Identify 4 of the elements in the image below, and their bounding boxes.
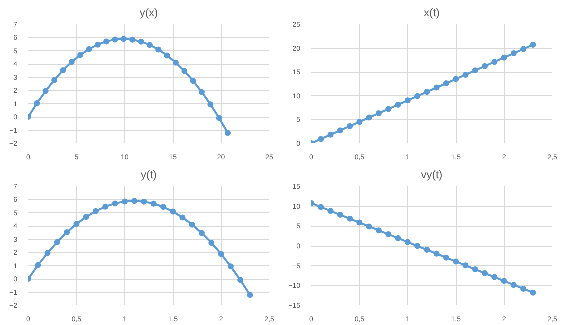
chart-title: vy(t) <box>421 170 443 182</box>
chart-title: x(t) <box>424 8 440 20</box>
chart-title: y(t) <box>141 170 157 182</box>
chart-title: y(x) <box>140 8 158 20</box>
